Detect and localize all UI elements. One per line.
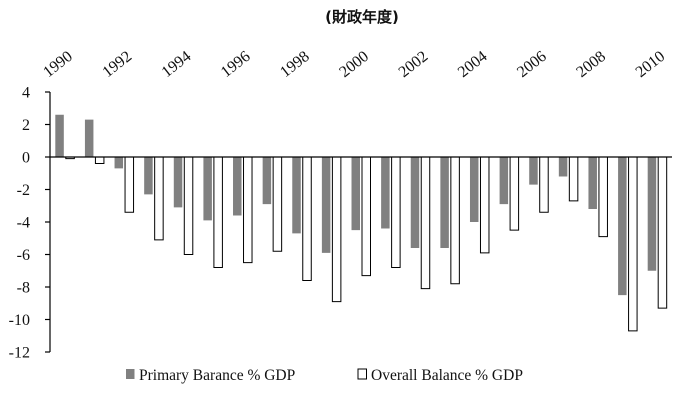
- primary-balance-bar: [529, 157, 538, 185]
- x-tick-labels: 1990 1992 1994 1996 1998 2000 2002 2004 2006 2008…: [40, 48, 668, 81]
- y-tick-label: -2: [17, 182, 30, 199]
- legend: Primary Barance % GDP Overall Balance % G…: [126, 367, 523, 384]
- overall-balance-bar: [539, 156, 549, 213]
- overall-balance-bar: [657, 156, 668, 309]
- overall-balance-bar: [628, 156, 638, 332]
- primary-balance-bar: [499, 157, 509, 205]
- overall-balance-bar: [183, 156, 194, 255]
- primary-balance-bar: [173, 157, 183, 208]
- y-tick-label: 0: [22, 150, 30, 167]
- overall-balance-bar: [124, 156, 135, 213]
- overall-balance-bar: [450, 156, 460, 285]
- x-tick-label: 2010: [633, 48, 669, 81]
- primary-balance-bar: [440, 157, 449, 248]
- primary-balance-bar: [410, 157, 420, 248]
- overall-balance-bar: [509, 156, 520, 231]
- x-tick-label: 1998: [277, 48, 313, 81]
- y-axis: 4 2 0 -2 -4 -6 -8 -10 -12: [9, 85, 51, 362]
- y-tick-label: -12: [9, 345, 30, 362]
- legend-label-overall: Overall Balance % GDP: [371, 367, 523, 384]
- primary-balance-bar: [558, 157, 568, 177]
- primary-balance-bar: [233, 157, 242, 216]
- primary-balance-bar: [381, 157, 390, 229]
- primary-balance-bar: [321, 157, 331, 253]
- overall-balance-bar: [302, 156, 312, 281]
- overall-balance-bar: [361, 156, 371, 277]
- overall-balance-bar: [568, 156, 579, 202]
- overall-balance-bar: [391, 156, 401, 268]
- x-tick-label: 2008: [573, 48, 609, 81]
- x-tick-label: 2000: [336, 48, 372, 81]
- primary-balance-bar: [618, 157, 627, 296]
- overall-balance-bar: [598, 156, 608, 238]
- overall-balance-bar: [243, 156, 253, 264]
- overall-balance-bar: [331, 156, 342, 303]
- overall-balance-bar: [420, 156, 431, 290]
- primary-balance-bar: [55, 114, 64, 157]
- x-tick-label: 1994: [159, 48, 195, 81]
- overall-balance-bar: [272, 156, 283, 252]
- chart-title: (財政年度): [325, 8, 399, 26]
- primary-balance-bar: [203, 157, 212, 221]
- x-tick-label: 2004: [455, 48, 491, 81]
- y-tick-label: -6: [17, 247, 30, 264]
- overall-balance-bar: [154, 156, 164, 241]
- primary-balance-bar: [647, 157, 657, 271]
- primary-balance-bar: [144, 157, 153, 195]
- x-tick-label: 1996: [218, 48, 254, 81]
- x-tick-label: 1990: [40, 48, 76, 81]
- y-tick-label: -8: [17, 280, 30, 297]
- primary-balance-bar: [262, 157, 272, 205]
- primary-balance-bar: [114, 157, 124, 169]
- y-tick-label: 4: [22, 85, 30, 102]
- legend-swatch-primary: [126, 369, 135, 379]
- overall-balance-bar: [213, 156, 223, 268]
- overall-balance-bar: [479, 156, 490, 254]
- x-tick-label: 1992: [99, 48, 135, 81]
- y-tick-label: 2: [22, 117, 30, 134]
- y-tick-label: -10: [9, 312, 30, 329]
- primary-balance-bar: [292, 157, 301, 234]
- legend-swatch-overall: [357, 368, 367, 380]
- legend-label-primary: Primary Barance % GDP: [139, 367, 295, 384]
- x-tick-label: 2002: [396, 48, 432, 81]
- x-tick-label: 2006: [514, 48, 550, 81]
- y-tick-label: -4: [17, 215, 30, 232]
- overall-balance-bar: [94, 156, 105, 164]
- primary-balance-bar: [469, 157, 479, 222]
- primary-balance-bar: [588, 157, 597, 209]
- primary-balance-bar: [351, 157, 360, 231]
- primary-balance-bar: [84, 119, 94, 157]
- bars: [55, 114, 668, 332]
